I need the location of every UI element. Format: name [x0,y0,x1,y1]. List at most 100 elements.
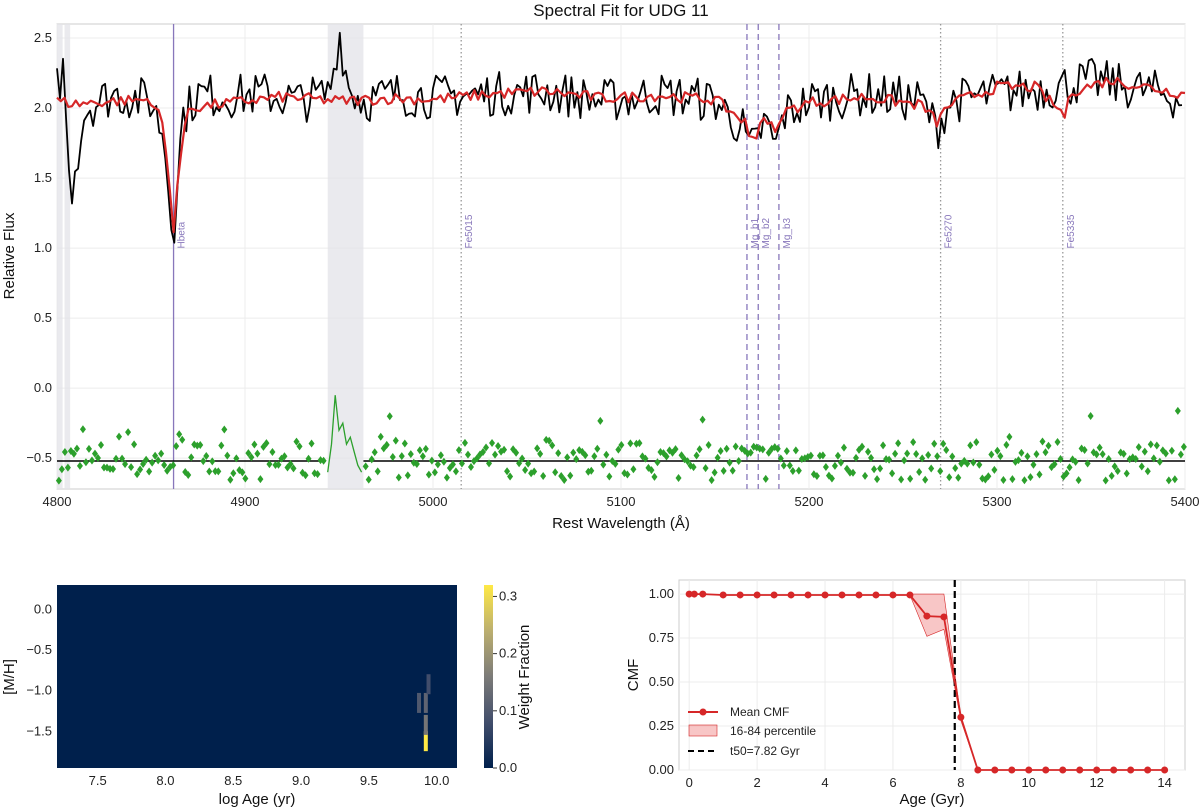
spectrum-y-label: Relative Flux [1,212,18,299]
residual-point-103 [404,471,411,480]
residual-point-118 [449,460,456,469]
residual-point-162 [582,451,589,460]
residual-point-6 [73,444,80,453]
residual-point-230 [786,461,793,470]
residual-point-62 [242,474,249,483]
residual-point-84 [308,439,315,448]
spectrum-x-tick-label-2: 5000 [419,494,448,509]
cmf-point-9 [821,591,829,599]
residual-point-33 [155,456,162,465]
spectrum-x-tick-label-0: 4800 [43,494,72,509]
heatmap-y-tick-label-2: −0.5 [26,642,52,657]
residual-point-342 [1123,469,1130,478]
residual-point-88 [320,456,327,465]
residual-point-132 [492,450,499,459]
residual-point-129 [483,443,490,452]
heatmap-x-tick-label-2: 8.5 [224,773,242,788]
spectrum-x-tick-label-3: 5100 [607,494,636,509]
residual-point-20 [116,432,123,441]
residual-point-32 [152,451,159,460]
residual-point-140 [516,459,523,468]
residual-point-8 [79,425,86,434]
residual-point-346 [1135,443,1142,452]
residual-point-334 [1099,450,1106,459]
residual-point-221 [759,445,766,454]
residual-point-247 [837,458,844,467]
residual-point-0 [55,476,62,485]
residual-point-258 [871,465,878,474]
residual-point-309 [1024,452,1031,461]
residual-point-158 [570,448,577,457]
residual-point-244 [828,474,835,483]
residual-point-170 [606,472,613,481]
cmf-x-tick-label-6: 12 [1089,775,1103,790]
residual-point-252 [853,453,859,462]
cmf-x-tick-label-4: 8 [957,775,964,790]
spectrum-y-tick-label-6: 2.5 [34,30,52,45]
residual-point-345 [1132,454,1139,463]
spectrum-title: Spectral Fit for UDG 11 [533,1,708,20]
residual-point-99 [392,436,399,445]
residual-point-212 [732,442,739,451]
residual-point-217 [747,448,754,457]
heatmap-x-ticks: 7.5 8.0 8.5 9.0 9.5 10.0 [89,773,450,788]
residual-point-164 [588,466,595,475]
cmf-y-tick-label-4: 1.00 [649,586,674,601]
residual-point-338 [1111,462,1118,471]
residual-point-263 [886,455,893,464]
heatmap-y-tick-label-0: −1.5 [26,723,52,738]
cmf-y-tick-label-1: 0.25 [649,718,674,733]
residual-point-155 [561,475,568,484]
residual-point-40 [176,430,183,439]
residual-point-70 [266,460,273,469]
heatmap-panel: 7.5 8.0 8.5 9.0 9.5 10.0 −1.5 −1.0 −0.5 0.0 log … [1,585,533,808]
residual-point-261 [880,441,887,450]
heatmap-y-tick-label-3: 0.0 [34,601,52,616]
cmf-point-1 [690,590,698,598]
residual-point-102 [401,439,408,448]
heatmap-x-tick-label-0: 7.5 [89,773,107,788]
cmf-point-15 [923,612,931,620]
residual-point-116 [443,473,450,482]
residual-point-307 [1018,448,1025,457]
residual-point-123 [464,450,471,459]
cmf-x-tick-label-5: 10 [1022,775,1036,790]
residual-point-303 [1006,432,1013,441]
residual-point-56 [224,451,231,460]
residual-point-7 [76,461,83,470]
residual-point-108 [419,452,426,461]
spectrum-x-tick-label-1: 4900 [231,494,260,509]
residual-point-67 [257,475,264,484]
residual-point-248 [840,443,847,452]
residual-point-302 [1003,440,1010,449]
cmf-y-tick-label-2: 0.50 [649,674,674,689]
spectrum-x-ticks: 4800 4900 5000 5100 5200 5300 5400 [43,494,1200,509]
residual-point-114 [437,451,444,460]
residual-point-59 [233,454,240,463]
residual-point-9 [82,458,89,467]
heatmap-cell-3 [423,692,428,713]
residual-point-351 [1150,454,1157,463]
residual-point-273 [916,468,923,477]
residual-point-312 [1033,450,1040,459]
residual-point-119 [452,467,459,476]
cmf-point-23 [1059,766,1067,774]
residual-point-50 [206,467,213,476]
spectrum-series [56,31,1186,244]
residual-point-290 [967,441,974,450]
heatmap-y-label: [M/H] [1,659,18,695]
cmf-point-19 [991,766,999,774]
cmf-y-label: CMF [625,659,642,692]
observed-spectrum-line [56,31,1183,244]
residual-point-193 [675,474,682,483]
residual-point-97 [386,412,393,421]
residual-point-93 [374,467,381,476]
residual-point-57 [227,475,234,484]
residual-point-25 [131,440,138,449]
cmf-point-13 [889,591,897,599]
residual-point-259 [874,475,881,484]
residual-point-300 [997,452,1004,461]
residual-point-266 [895,439,902,448]
legend-mean-marker [699,708,707,716]
residual-point-146 [534,444,541,453]
